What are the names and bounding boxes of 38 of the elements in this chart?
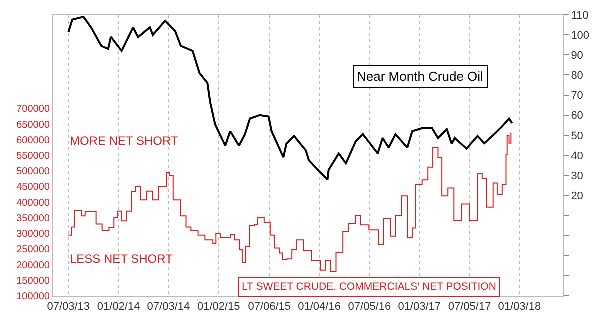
y-tick-label: 650000	[16, 120, 50, 131]
y-tick-label: 700000	[16, 104, 50, 116]
y2-tick-label: 20	[571, 190, 584, 202]
annotation: LESS NET SHORT	[70, 252, 174, 266]
y2-tick-label: 100	[571, 30, 590, 42]
series-label: LT SWEET CRUDE, COMMERCIALS' NET POSITION	[242, 281, 496, 293]
y-tick-label: 500000	[16, 166, 50, 178]
y-tick-label: 400000	[16, 198, 50, 209]
x-tick-label: 07/06/15	[248, 301, 292, 314]
x-tick-label: 01/03/17	[398, 301, 442, 314]
x-tick-label: 07/05/16	[348, 301, 392, 314]
x-tick-label: 07/03/13	[47, 301, 90, 314]
y2-tick-label: 30	[571, 170, 584, 182]
x-tick-label: 01/02/15	[197, 301, 240, 314]
y2-tick-label: 110	[571, 10, 589, 22]
x-tick-label: 07/05/17	[448, 301, 492, 314]
y2-tick-label: 50	[571, 130, 584, 142]
y2-tick-label: 80	[571, 70, 584, 82]
line-series	[68, 16, 514, 181]
x-tick-label: 07/03/14	[147, 301, 190, 314]
y2-tick-label: 70	[571, 90, 584, 102]
y-tick-label: 600000	[16, 135, 50, 146]
y-tick-label: 550000	[16, 151, 50, 162]
annotation: MORE NET SHORT	[70, 134, 179, 148]
y2-tick-label: 40	[571, 150, 584, 162]
y-tick-label: 450000	[16, 182, 50, 194]
y-tick-label: 300000	[16, 229, 50, 240]
x-tick-label: 01/03/18	[498, 301, 542, 314]
y-tick-label: 350000	[16, 213, 50, 224]
y-tick-label: 250000	[16, 244, 50, 256]
y2-tick-label: 90	[571, 50, 584, 62]
y-tick-label: 100000	[16, 292, 50, 302]
y-tick-label: 200000	[16, 260, 50, 272]
x-tick-label: 01/04/16	[298, 301, 341, 314]
y-tick-label: 150000	[16, 276, 50, 287]
x-tick-label: 01/02/14	[97, 301, 140, 314]
text: Near Month Crude Oil	[357, 69, 484, 84]
y2-tick-label: 60	[571, 110, 584, 122]
